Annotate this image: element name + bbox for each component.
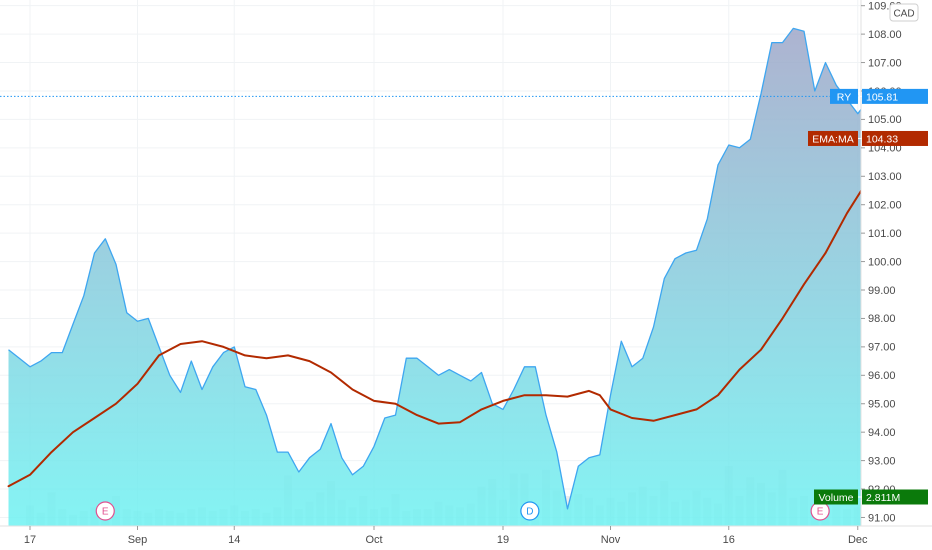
price-line — [8, 27, 861, 510]
currency-badge[interactable]: CAD — [889, 3, 919, 22]
event-marker-label: E — [102, 507, 109, 518]
ema-line-path — [7, 189, 861, 488]
y-tick-label: 103.00 — [868, 171, 902, 183]
x-tick-label: Sep — [128, 534, 148, 546]
ema-name-label: EMA:MA — [812, 133, 853, 145]
x-tick-label: 14 — [228, 534, 240, 546]
volume-name-box — [814, 489, 858, 505]
x-tick-label: Dec — [848, 534, 868, 546]
y-tick-label: 98.00 — [868, 313, 896, 325]
y-tick-label: 91.00 — [868, 512, 896, 524]
x-tick-label: Nov — [601, 534, 621, 546]
event-marker-circle — [520, 501, 540, 521]
price-area-fill — [8, 28, 861, 526]
time-axis[interactable]: 17Sep14Oct19Nov16Dec14 — [24, 526, 932, 546]
volume-badge: Volume 2.811M — [814, 489, 928, 505]
event-marker-e[interactable]: E — [810, 501, 830, 521]
y-tick-label: 97.00 — [868, 342, 896, 354]
x-tick-label: 19 — [497, 534, 509, 546]
volume-value-box — [862, 489, 928, 505]
event-marker-label: D — [526, 507, 533, 518]
x-tick-label: Oct — [365, 534, 382, 546]
ry-name-box — [830, 88, 858, 104]
event-marker-d[interactable]: D — [520, 501, 540, 521]
y-tick-label: 99.00 — [868, 285, 896, 297]
event-marker-circle — [95, 501, 115, 521]
event-marker-label: E — [817, 507, 824, 518]
ry-badge: RY 105.81 — [830, 88, 928, 104]
y-tick-label: 94.00 — [868, 427, 896, 439]
y-tick-label: 102.00 — [868, 200, 902, 212]
y-tick-label: 107.00 — [868, 57, 902, 69]
y-tick-label: 108.00 — [868, 29, 902, 41]
y-tick-label: 105.00 — [868, 114, 902, 126]
x-tick-label: 17 — [24, 534, 36, 546]
ema-value-label: 104.33 — [866, 133, 898, 145]
volume-value-label: 2.811M — [866, 492, 900, 504]
ema-value-box — [862, 130, 928, 146]
x-tick-label: 16 — [723, 534, 735, 546]
y-tick-label: 95.00 — [868, 399, 896, 411]
price-badges: RY 105.81 EMA:MA 104.33 Volume 2.811M — [808, 88, 928, 505]
ry-value-label: 105.81 — [866, 91, 898, 103]
ema-line — [7, 189, 861, 488]
y-tick-label: 96.00 — [868, 370, 896, 382]
ry-name-label: RY — [837, 91, 851, 103]
ema-badge: EMA:MA 104.33 — [808, 130, 928, 146]
ema-name-box — [808, 130, 858, 146]
price-axis[interactable]: 91.0092.0093.0094.0095.0096.0097.0098.00… — [861, 0, 902, 524]
currency-label: CAD — [893, 9, 914, 20]
ry-value-box — [862, 88, 928, 104]
y-tick-label: 100.00 — [868, 256, 902, 268]
y-tick-label: 93.00 — [868, 455, 896, 467]
volume-name-label: Volume — [818, 492, 853, 504]
price-area — [8, 27, 861, 526]
y-tick-label: 101.00 — [868, 228, 902, 240]
event-marker-e[interactable]: E — [95, 501, 115, 521]
